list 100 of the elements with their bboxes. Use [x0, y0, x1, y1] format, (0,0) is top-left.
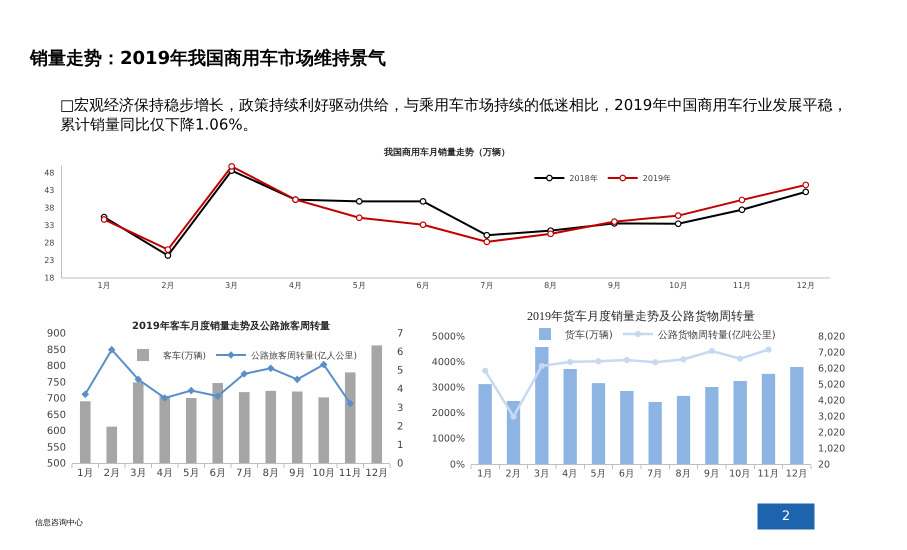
point: [320, 361, 328, 368]
y2-tick-label: 7: [397, 328, 404, 340]
point: [100, 216, 108, 223]
point: [652, 359, 658, 366]
point: [680, 356, 687, 362]
legend-label: 公路货物周转量(亿吨公里): [658, 328, 776, 341]
x-tick-label: 3月: [534, 468, 550, 480]
point: [738, 206, 746, 214]
x-tick-label: 12月: [786, 468, 808, 480]
point: [356, 198, 363, 205]
y2-tick-label: 3,020: [818, 411, 846, 422]
point: [482, 368, 488, 374]
y-tick-label: 18: [44, 273, 54, 282]
point: [483, 238, 490, 246]
x-tick-label: 2月: [104, 468, 120, 479]
point: [188, 387, 195, 394]
text: 2: [782, 509, 790, 524]
bar: [734, 381, 747, 464]
y-tick-label: 5000%: [432, 331, 465, 342]
x-tick-label: 1月: [77, 468, 94, 479]
chart-title: 2019年客车月度销量走势及公路旅客周转量: [132, 320, 330, 332]
x-tick-label: 3月: [130, 468, 146, 479]
point: [161, 394, 168, 402]
y2-tick-label: 8,020: [818, 331, 846, 342]
point: [267, 364, 274, 372]
point: [82, 390, 89, 398]
x-tick-label: 2月: [161, 281, 174, 290]
x-tick-label: 5月: [352, 281, 366, 290]
y-tick-label: 43: [44, 186, 54, 195]
point: [738, 196, 746, 204]
point: [737, 356, 744, 362]
x-tick-label: 10月: [729, 468, 752, 480]
bar: [762, 374, 776, 464]
point: [483, 232, 490, 239]
chart-title: 2019年货车月度销量走势及公路货物周转量: [527, 309, 755, 323]
y2-tick-label: 6: [397, 347, 404, 358]
y-tick-label: 2000%: [432, 408, 465, 420]
x-tick-label: 1月: [477, 468, 494, 480]
y-tick-label: 900: [46, 328, 66, 340]
y2-tick-label: 4: [397, 384, 404, 396]
y-tick-label: 28: [44, 238, 54, 248]
bar: [620, 391, 634, 464]
chart-title: 我国商用车月销量走势（万辆）: [383, 147, 510, 158]
x-tick-label: 11月: [732, 281, 752, 290]
y-tick-label: 600: [46, 426, 66, 437]
x-tick-label: 9月: [608, 281, 621, 290]
point: [294, 376, 301, 383]
y2-tick-label: 3: [397, 402, 404, 414]
y-tick-label: 700: [46, 394, 66, 404]
y2-tick-label: 5,020: [818, 379, 846, 390]
x-tick-label: 7月: [480, 281, 494, 290]
x-tick-label: 1月: [98, 281, 111, 290]
y2-tick-label: 20: [818, 459, 830, 470]
y-tick-label: 23: [44, 256, 54, 265]
x-tick-label: 9月: [289, 468, 306, 479]
y2-tick-label: 5: [397, 366, 404, 377]
point: [134, 376, 142, 383]
x-tick-label: 2月: [505, 468, 522, 480]
x-tick-label: 4月: [156, 468, 173, 479]
point: [164, 246, 172, 253]
bar: [648, 402, 662, 464]
x-tick-label: 6月: [210, 468, 226, 479]
bar: [535, 347, 548, 464]
bar: [790, 366, 804, 464]
x-tick-label: 12月: [365, 468, 388, 479]
bar: [592, 383, 606, 464]
y-tick-label: 750: [46, 377, 66, 388]
point: [765, 346, 772, 353]
point: [624, 356, 630, 364]
x-tick-label: 4月: [562, 468, 578, 480]
bar: [506, 401, 520, 464]
y2-tick-label: 1: [397, 440, 404, 451]
x-tick-label: 11月: [338, 468, 362, 479]
legend-label: 客车(万辆): [163, 350, 206, 362]
point: [708, 348, 715, 354]
point: [510, 414, 517, 420]
y-tick-label: 48: [44, 168, 54, 178]
legend-label: 货车(万辆): [565, 328, 613, 341]
x-tick-label: 6月: [416, 281, 430, 290]
y2-tick-label: 1,020: [818, 443, 846, 454]
text: 销量走势：2019年我国商用车市场维持景气: [29, 48, 386, 69]
point: [346, 400, 354, 408]
point: [802, 188, 810, 196]
y-tick-label: 3000%: [432, 382, 465, 394]
bar: [564, 369, 577, 464]
bar: [676, 396, 690, 464]
x-tick-label: 8月: [544, 281, 558, 290]
point: [547, 230, 554, 238]
point: [356, 214, 363, 222]
point: [164, 252, 172, 259]
point: [228, 163, 236, 170]
x-tick-label: 10月: [312, 468, 336, 479]
x-tick-label: 10月: [669, 281, 688, 290]
text: 信息咨询中心: [35, 518, 83, 527]
point: [802, 182, 810, 188]
x-tick-label: 5月: [183, 468, 200, 479]
bar: [478, 384, 492, 464]
point: [420, 198, 426, 205]
y-tick-label: 550: [46, 442, 66, 454]
x-tick-label: 8月: [675, 468, 692, 480]
